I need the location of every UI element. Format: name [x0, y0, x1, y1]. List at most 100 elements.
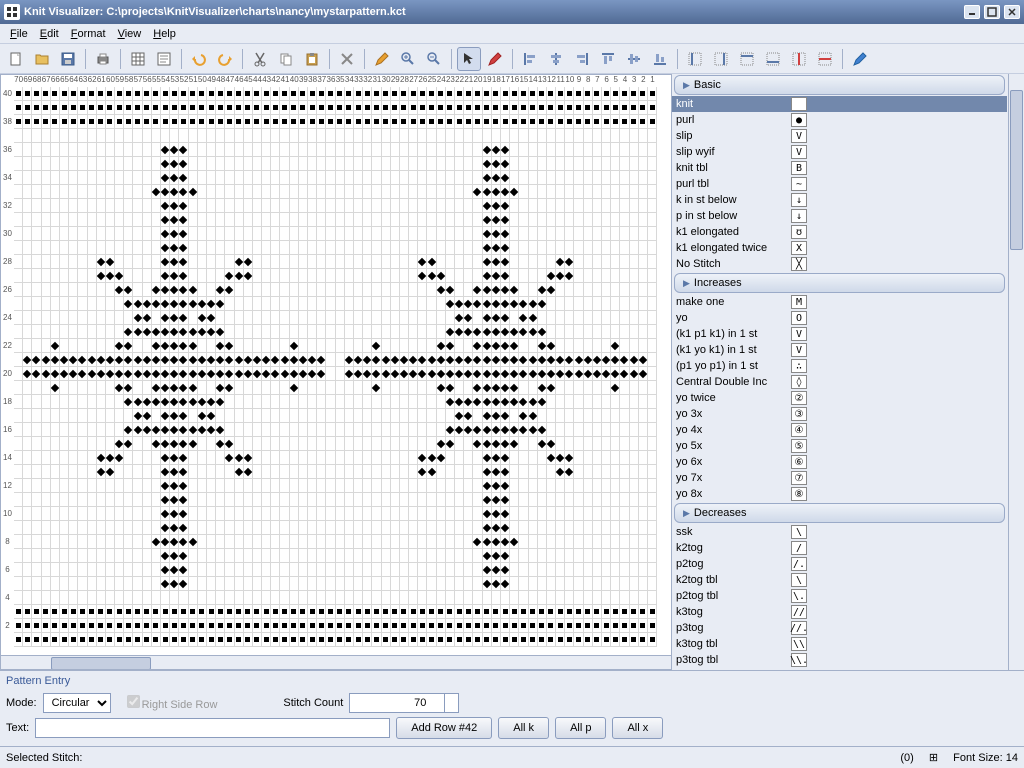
stitch-item[interactable]: (p1 yo p1) in 1 st∴	[672, 358, 1007, 374]
stitch-item[interactable]: knit	[672, 96, 1007, 112]
stitch-item[interactable]: p3tog tbl\\.	[672, 652, 1007, 668]
section-header-basic[interactable]: ▶ Basic	[674, 75, 1005, 95]
text-label: Text:	[6, 722, 29, 734]
undo-button[interactable]	[187, 47, 211, 71]
insert-col-right-button[interactable]	[709, 47, 733, 71]
menu-help[interactable]: Help	[147, 26, 182, 42]
menu-view[interactable]: View	[112, 26, 148, 42]
open-button[interactable]	[30, 47, 54, 71]
stitch-item[interactable]: k in st below↓	[672, 192, 1007, 208]
stitch-item[interactable]: knit tblB	[672, 160, 1007, 176]
stitch-item[interactable]: yo 4x④	[672, 422, 1007, 438]
stitch-count-input[interactable]: 70	[349, 693, 459, 713]
cut-button[interactable]	[248, 47, 272, 71]
mode-select[interactable]: Circular	[43, 693, 111, 713]
stitch-item[interactable]: purl tbl~	[672, 176, 1007, 192]
edit-pencil-button[interactable]	[848, 47, 872, 71]
paste-button[interactable]	[300, 47, 324, 71]
section-header-decreases[interactable]: ▶ Decreases	[674, 503, 1005, 523]
print-button[interactable]	[91, 47, 115, 71]
grid-view-button[interactable]	[126, 47, 150, 71]
pattern-entry-title: Pattern Entry	[6, 675, 1018, 687]
align-top-button[interactable]	[596, 47, 620, 71]
stitch-item[interactable]: p in st below↓	[672, 208, 1007, 224]
window-title: Knit Visualizer: C:\projects\KnitVisuali…	[24, 6, 960, 18]
stitch-item[interactable]: No Stitch╳	[672, 256, 1007, 272]
pattern-entry-panel: Pattern Entry Mode: Circular Right Side …	[0, 670, 1024, 746]
stitch-item[interactable]: yoO	[672, 310, 1007, 326]
stitch-item[interactable]: (k1 p1 k1) in 1 stV	[672, 326, 1007, 342]
right-side-row-checkbox[interactable]	[127, 695, 140, 708]
mode-label: Mode:	[6, 697, 37, 709]
stitch-item[interactable]: p2tog/.	[672, 556, 1007, 572]
insert-row-bottom-button[interactable]	[761, 47, 785, 71]
horizontal-scrollbar[interactable]	[1, 655, 671, 670]
stitch-item[interactable]: yo 6x⑥	[672, 454, 1007, 470]
add-row-button[interactable]: Add Row #42	[396, 717, 492, 739]
coord-status: (0)	[900, 752, 913, 764]
vertical-scrollbar[interactable]	[1008, 74, 1024, 670]
stitch-item[interactable]: yo 7x⑦	[672, 470, 1007, 486]
close-button[interactable]	[1004, 5, 1020, 19]
app-icon	[4, 4, 20, 20]
align-right-button[interactable]	[570, 47, 594, 71]
stitch-panel: ▶ Basicknitpurl●slipVslip wyifVknit tblB…	[672, 74, 1024, 670]
copy-button[interactable]	[274, 47, 298, 71]
delete-button[interactable]	[335, 47, 359, 71]
menu-format[interactable]: Format	[65, 26, 112, 42]
text-view-button[interactable]	[152, 47, 176, 71]
stitch-item[interactable]: make oneM	[672, 294, 1007, 310]
grid-icon: ⊞	[929, 752, 938, 764]
maximize-button[interactable]	[984, 5, 1000, 19]
minimize-button[interactable]	[964, 5, 980, 19]
stitch-item[interactable]: k1 elongatedʊ	[672, 224, 1007, 240]
new-button[interactable]	[4, 47, 28, 71]
stitch-item[interactable]: purl●	[672, 112, 1007, 128]
stitch-item[interactable]: k1 elongated twiceX	[672, 240, 1007, 256]
redo-button[interactable]	[213, 47, 237, 71]
all-k-button[interactable]: All k	[498, 717, 549, 739]
stitch-item[interactable]: k2tog tbl\	[672, 572, 1007, 588]
stitch-count-label: Stitch Count	[283, 697, 343, 709]
menu-edit[interactable]: Edit	[34, 26, 65, 42]
insert-col-left-button[interactable]	[683, 47, 707, 71]
titlebar: Knit Visualizer: C:\projects\KnitVisuali…	[0, 0, 1024, 24]
stitch-item[interactable]: Central Double Inc◊	[672, 374, 1007, 390]
stitch-item[interactable]: yo 5x⑤	[672, 438, 1007, 454]
stitch-item[interactable]: k3tog//	[672, 604, 1007, 620]
stitch-item[interactable]: ssk\	[672, 524, 1007, 540]
stitch-item[interactable]: slip wyifV	[672, 144, 1007, 160]
section-header-increases[interactable]: ▶ Increases	[674, 273, 1005, 293]
stitch-item[interactable]: yo 8x⑧	[672, 486, 1007, 502]
color-pencil-button[interactable]	[370, 47, 394, 71]
align-middle-button[interactable]	[622, 47, 646, 71]
align-bottom-button[interactable]	[648, 47, 672, 71]
zoom-out-button[interactable]	[422, 47, 446, 71]
menubar: FileEditFormatViewHelp	[0, 24, 1024, 44]
draw-tool-button[interactable]	[483, 47, 507, 71]
align-left-button[interactable]	[518, 47, 542, 71]
zoom-in-button[interactable]	[396, 47, 420, 71]
stitch-item[interactable]: p2tog tbl\.	[672, 588, 1007, 604]
pointer-tool-button[interactable]	[457, 47, 481, 71]
stitch-item[interactable]: yo 3x③	[672, 406, 1007, 422]
menu-file[interactable]: File	[4, 26, 34, 42]
delete-row-button[interactable]	[813, 47, 837, 71]
align-center-button[interactable]	[544, 47, 568, 71]
delete-col-button[interactable]	[787, 47, 811, 71]
all-p-button[interactable]: All p	[555, 717, 606, 739]
text-input[interactable]	[35, 718, 390, 738]
selected-stitch-status: Selected Stitch:	[6, 752, 888, 764]
save-button[interactable]	[56, 47, 80, 71]
toolbar	[0, 44, 1024, 74]
all-x-button[interactable]: All x	[612, 717, 663, 739]
stitch-item[interactable]: p3tog//.	[672, 620, 1007, 636]
stitch-item[interactable]: slipV	[672, 128, 1007, 144]
stitch-item[interactable]: k3tog tbl\\	[672, 636, 1007, 652]
chart-area[interactable]: 7069686766656463626160595857565554535251…	[0, 74, 672, 670]
insert-row-top-button[interactable]	[735, 47, 759, 71]
statusbar: Selected Stitch: (0) ⊞ Font Size: 14	[0, 746, 1024, 768]
stitch-item[interactable]: yo twice②	[672, 390, 1007, 406]
stitch-item[interactable]: k2tog/	[672, 540, 1007, 556]
stitch-item[interactable]: (k1 yo k1) in 1 stV	[672, 342, 1007, 358]
